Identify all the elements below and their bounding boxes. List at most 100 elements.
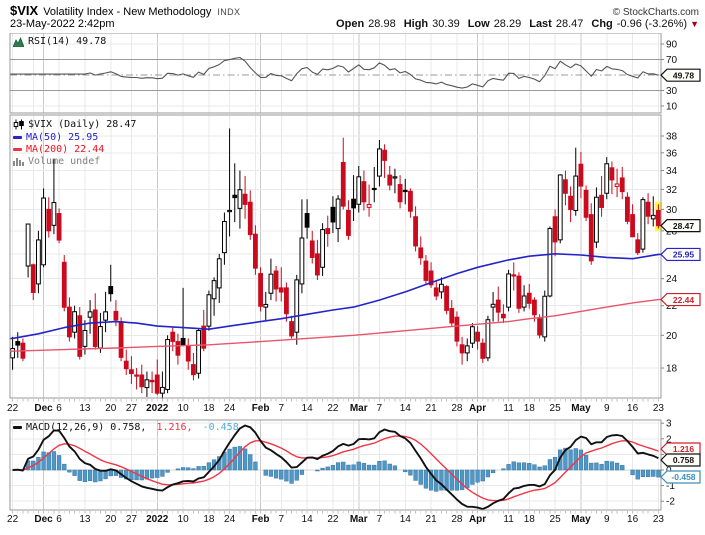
svg-text:18: 18 xyxy=(666,364,678,375)
svg-text:16: 16 xyxy=(627,514,639,525)
svg-text:21: 21 xyxy=(426,403,438,414)
svg-text:22.44: 22.44 xyxy=(673,295,695,305)
svg-text:16: 16 xyxy=(627,403,639,414)
high-value: 30.39 xyxy=(432,18,460,30)
svg-text:25.95: 25.95 xyxy=(673,250,695,260)
svg-text:23: 23 xyxy=(653,514,665,525)
chg-label: Chg xyxy=(591,18,613,30)
svg-text:14: 14 xyxy=(302,403,314,414)
macd-signal-line xyxy=(12,435,659,502)
svg-text:30: 30 xyxy=(666,86,678,97)
svg-text:11: 11 xyxy=(503,403,514,414)
svg-text:20: 20 xyxy=(105,514,117,525)
svg-text:2: 2 xyxy=(666,434,672,445)
svg-text:18: 18 xyxy=(203,514,215,525)
svg-text:-0.458: -0.458 xyxy=(671,472,695,482)
svg-text:10: 10 xyxy=(178,514,190,525)
svg-text:14: 14 xyxy=(400,403,412,414)
svg-text:10: 10 xyxy=(666,102,678,113)
chg-value: -0.96 (-3.26%) xyxy=(616,18,688,30)
svg-text:9: 9 xyxy=(604,403,610,414)
svg-text:Feb: Feb xyxy=(252,514,270,525)
svg-text:22: 22 xyxy=(327,514,339,525)
last-label: Last xyxy=(529,18,552,30)
macd-line xyxy=(12,424,659,510)
svg-text:2022: 2022 xyxy=(146,514,169,525)
change-down-triangle-icon: ▼ xyxy=(690,19,699,29)
svg-text:9: 9 xyxy=(604,514,610,525)
svg-text:38: 38 xyxy=(666,132,678,143)
svg-text:6: 6 xyxy=(56,514,62,525)
rsi-panel: 90 70 30 10 49.78 xyxy=(9,33,701,114)
svg-text:3: 3 xyxy=(666,419,672,430)
svg-text:32: 32 xyxy=(666,185,678,196)
svg-text:28: 28 xyxy=(451,403,463,414)
svg-text:-2: -2 xyxy=(666,497,675,508)
low-value: 28.29 xyxy=(493,18,522,30)
svg-text:49.78: 49.78 xyxy=(673,70,695,80)
symbol-label: $VIX xyxy=(10,3,39,18)
svg-text:13: 13 xyxy=(79,403,91,414)
chart-datetime: 23-May-2022 2:42pm xyxy=(10,18,115,30)
svg-text:0.758: 0.758 xyxy=(673,455,695,465)
svg-text:7: 7 xyxy=(377,514,383,525)
svg-text:Mar: Mar xyxy=(350,514,368,525)
svg-text:1.216: 1.216 xyxy=(673,444,695,454)
svg-text:90: 90 xyxy=(666,40,678,51)
svg-text:34: 34 xyxy=(666,166,678,177)
svg-text:22: 22 xyxy=(7,403,19,414)
last-value: 28.47 xyxy=(555,18,584,30)
svg-text:Dec: Dec xyxy=(34,403,53,414)
chart-header: $VIX Volatility Index - New Methodology … xyxy=(0,0,705,33)
chart-canvas[interactable]: 9070301049.78383634323028262422201828.47… xyxy=(0,33,705,535)
svg-text:23: 23 xyxy=(653,403,665,414)
quote-strip: Open 28.98 High 30.39 Low 28.29 Last 28.… xyxy=(328,18,699,30)
svg-text:24: 24 xyxy=(666,274,678,285)
svg-text:25: 25 xyxy=(550,514,562,525)
open-label: Open xyxy=(336,18,365,30)
open-value: 28.98 xyxy=(368,18,396,30)
svg-text:14: 14 xyxy=(302,514,314,525)
svg-text:21: 21 xyxy=(426,514,438,525)
svg-text:28.47: 28.47 xyxy=(673,221,695,231)
svg-text:20: 20 xyxy=(105,403,117,414)
candlesticks xyxy=(10,128,661,399)
svg-text:7: 7 xyxy=(278,514,284,525)
svg-text:11: 11 xyxy=(503,514,514,525)
svg-text:30: 30 xyxy=(666,205,678,216)
svg-text:Mar: Mar xyxy=(350,403,368,414)
svg-text:May: May xyxy=(571,514,591,525)
svg-text:24: 24 xyxy=(224,403,236,414)
svg-text:28: 28 xyxy=(451,514,463,525)
svg-text:7: 7 xyxy=(377,403,383,414)
svg-text:22: 22 xyxy=(327,403,339,414)
low-label: Low xyxy=(467,18,490,30)
svg-text:6: 6 xyxy=(56,403,62,414)
svg-text:May: May xyxy=(571,403,591,414)
svg-text:7: 7 xyxy=(278,403,284,414)
x-axis-middle: 22 Dec 6 13 20 27 2022 10 18 24 Feb 7 14 22 Mar 7 14 21 28… xyxy=(7,399,664,414)
svg-text:10: 10 xyxy=(178,403,190,414)
svg-text:Apr: Apr xyxy=(469,403,486,414)
macd-histogram xyxy=(25,446,661,492)
exchange-tag: INDX xyxy=(217,7,241,17)
svg-text:25: 25 xyxy=(550,403,562,414)
svg-text:-1: -1 xyxy=(666,481,675,492)
ma200-line xyxy=(10,298,661,352)
svg-text:13: 13 xyxy=(79,514,91,525)
svg-text:20: 20 xyxy=(666,331,678,342)
svg-text:14: 14 xyxy=(400,514,412,525)
copyright-label: © StockCharts.com xyxy=(612,7,699,18)
chart-title: Volatility Index - New Methodology xyxy=(43,6,212,18)
svg-text:Dec: Dec xyxy=(34,514,53,525)
svg-text:18: 18 xyxy=(203,403,215,414)
svg-text:2022: 2022 xyxy=(146,403,169,414)
svg-text:22: 22 xyxy=(666,301,678,312)
ma50-line xyxy=(10,253,661,340)
svg-text:27: 27 xyxy=(126,403,138,414)
svg-text:18: 18 xyxy=(524,514,536,525)
svg-text:18: 18 xyxy=(524,403,536,414)
